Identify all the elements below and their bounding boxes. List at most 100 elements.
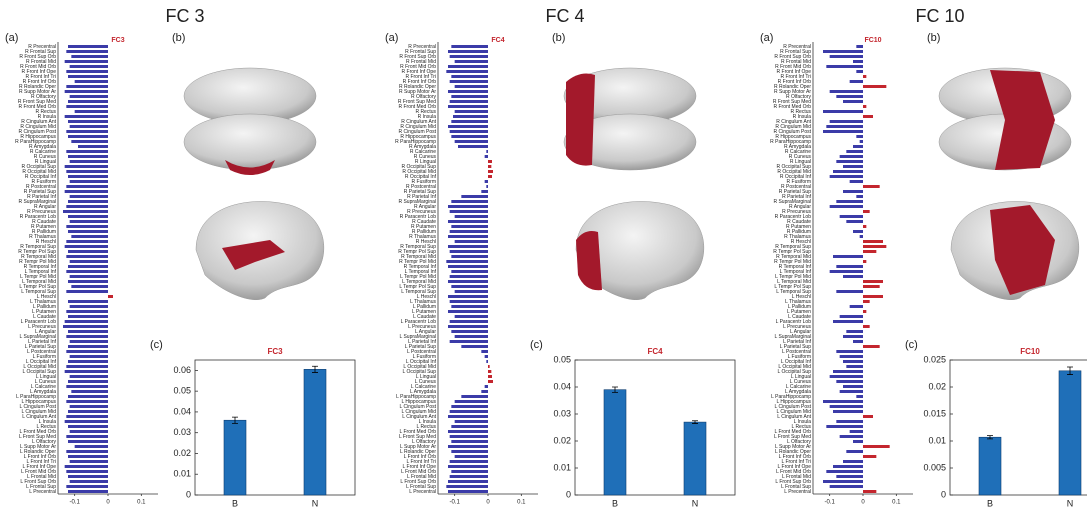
x-tick-label: N [692, 498, 699, 508]
bar [1059, 371, 1081, 495]
bar [486, 185, 488, 188]
bar [448, 125, 488, 128]
bar [455, 420, 488, 423]
bar [65, 90, 108, 93]
bar [63, 210, 108, 213]
bar [450, 230, 488, 233]
bar [66, 105, 108, 108]
bar [448, 465, 488, 468]
bar [863, 325, 870, 328]
bar [836, 265, 863, 268]
bar [846, 365, 863, 368]
bar [455, 85, 488, 88]
y-tick-label: 0.01 [928, 435, 946, 445]
bar [66, 470, 108, 473]
bar [455, 335, 488, 338]
bar [856, 70, 863, 73]
bar [70, 430, 108, 433]
bar [70, 195, 108, 198]
region-label: L Precentral [784, 489, 811, 495]
bar [846, 330, 863, 333]
panel-label: (a) [385, 32, 398, 44]
bar [481, 350, 488, 353]
bar [68, 280, 108, 283]
bar [68, 380, 108, 383]
bar [66, 240, 108, 243]
bar [450, 100, 488, 103]
bar [68, 100, 108, 103]
bar [450, 275, 488, 278]
chart-title: FC3 [111, 37, 124, 44]
bar [451, 120, 488, 123]
bar [488, 365, 490, 368]
bar [843, 385, 863, 388]
bar [448, 490, 488, 493]
bar [451, 405, 488, 408]
bar [856, 195, 863, 198]
bar [850, 80, 863, 83]
bar [853, 230, 863, 233]
bar [853, 340, 863, 343]
x-tick-label: -0.1 [449, 500, 460, 506]
bar [836, 350, 863, 353]
bar [823, 480, 863, 483]
bar [66, 400, 108, 403]
bar [863, 115, 873, 118]
bar [840, 215, 863, 218]
bar [453, 115, 488, 118]
bar [684, 422, 706, 495]
bar [68, 455, 108, 458]
x-tick-label: B [987, 498, 993, 508]
bar [66, 435, 108, 438]
bar [863, 260, 866, 263]
bar [863, 225, 866, 228]
bar [823, 130, 863, 133]
bar [71, 55, 108, 58]
bar [68, 175, 108, 178]
bar [450, 210, 488, 213]
chart-title: FC3 [267, 347, 283, 356]
y-tick-label: 0.005 [923, 462, 946, 472]
bar [68, 120, 108, 123]
bar [604, 390, 626, 495]
bar [843, 335, 863, 338]
bar [68, 135, 108, 138]
bar [846, 450, 863, 453]
bar [823, 110, 863, 113]
bar [448, 65, 488, 68]
bar [486, 360, 488, 363]
bar [830, 270, 863, 273]
bar [485, 180, 488, 183]
bar [488, 380, 493, 383]
bar [68, 330, 108, 333]
plot-frame [575, 360, 735, 495]
bar [833, 320, 863, 323]
bar [830, 55, 863, 58]
bar [485, 355, 488, 358]
region-label: L Precentral [29, 489, 56, 495]
bar [66, 170, 108, 173]
bar [448, 480, 488, 483]
bar [863, 210, 870, 213]
bar [830, 175, 863, 178]
bar [448, 105, 488, 108]
bar [836, 290, 863, 293]
bar [68, 45, 108, 48]
bar [840, 390, 863, 393]
bar [66, 270, 108, 273]
bar [448, 280, 488, 283]
y-tick-label: 0.02 [553, 435, 571, 445]
bar [448, 265, 488, 268]
bar [66, 485, 108, 488]
bar [979, 437, 1001, 495]
bar [451, 255, 488, 258]
bar [70, 220, 108, 223]
bar [448, 235, 488, 238]
y-tick-label: 0.015 [923, 408, 946, 418]
bar [863, 85, 886, 88]
bar [70, 275, 108, 278]
y-tick-label: 0.06 [173, 365, 191, 375]
bar [70, 65, 108, 68]
bar [65, 165, 108, 168]
bar [455, 215, 488, 218]
